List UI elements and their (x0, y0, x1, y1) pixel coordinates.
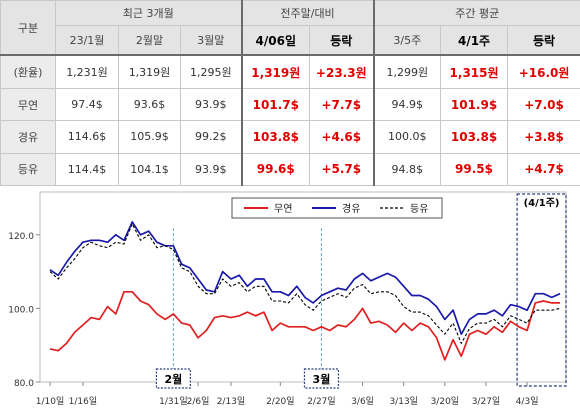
x-tick-label: 4/3일 (516, 396, 539, 407)
legend-box (231, 197, 443, 219)
table-cell: +5.7$ (309, 152, 375, 187)
table-cell: 1,299원 (372, 54, 442, 89)
table-cell: 93.9$ (179, 87, 243, 122)
month-label-box (303, 368, 340, 389)
sub-header: 2월말 (118, 25, 181, 56)
table-cell: 99.6$ (240, 152, 311, 187)
group-header-recent: 최근 3개월 (54, 0, 243, 27)
table-cell: 1,315원 (440, 54, 509, 89)
week-highlight-box (516, 193, 567, 387)
x-tick-label: 2/13일 (217, 396, 246, 407)
y-tick-label: 80.0 (14, 379, 34, 389)
table-cell: 93.9$ (179, 152, 243, 187)
table-cell: 99.5$ (440, 152, 509, 187)
table-row: 경유 114.6$ 105.9$ 99.2$ 103.8$ +4.6$ 100.… (0, 120, 580, 154)
row-label: 등유 (0, 152, 56, 187)
sub-header: 4/1주 (440, 25, 509, 56)
table-cell: +4.7$ (507, 152, 580, 187)
x-tick-label: 3/20일 (431, 396, 460, 407)
table-cell: +16.0원 (507, 54, 580, 89)
sub-header: 23/1월 (55, 25, 119, 56)
table-cell: 1,295원 (179, 54, 243, 89)
table-cell: 114.4$ (55, 152, 119, 187)
col-label: 구분 (0, 0, 56, 56)
y-tick-label: 100.0 (8, 305, 34, 315)
table-cell: 94.9$ (372, 87, 442, 122)
table-cell: +3.8$ (507, 120, 580, 154)
table-cell: 101.7$ (240, 87, 311, 122)
legend-label: 무연 (274, 203, 292, 215)
row-label: (환율) (0, 54, 56, 89)
table-cell: 1,319원 (118, 54, 181, 89)
x-tick-label: 1/16일 (69, 396, 98, 407)
x-tick-label: 3/13일 (389, 396, 418, 407)
table-row: 무연 97.4$ 93.6$ 93.9$ 101.7$ +7.7$ 94.9$ … (0, 87, 580, 122)
x-tick-label: 1/10일 (36, 396, 65, 407)
legend-label: 등유 (410, 203, 428, 215)
month-label-box (155, 368, 191, 389)
x-tick-label: 2/6일 (187, 396, 210, 407)
x-tick-label: 3/6일 (351, 396, 374, 407)
table-cell: 1,231원 (55, 54, 119, 89)
table-cell: +7.0$ (507, 87, 580, 122)
month-label: 2월 (164, 372, 182, 386)
table-cell: 103.8$ (240, 120, 311, 154)
table-row: 등유 114.4$ 104.1$ 93.9$ 99.6$ +5.7$ 94.8$… (0, 152, 580, 187)
table-cell: 114.6$ (55, 120, 119, 154)
sub-header: 3월말 (179, 25, 243, 56)
table-cell: 101.9$ (440, 87, 509, 122)
sub-header: 3/5주 (372, 25, 442, 56)
table-cell: 103.8$ (440, 120, 509, 154)
price-line-chart: 80.0 100.0 120.0 1/10일 1/16일 1/31일 2/6일 2/13일 2/… (8, 191, 567, 407)
plot-area (39, 191, 567, 383)
group-header-weekly-avg: 주간 평균 (372, 0, 580, 27)
sub-header: 등락 (507, 25, 580, 56)
table-cell: +7.7$ (309, 87, 375, 122)
group-header-week-compare: 전주말/대비 (240, 0, 375, 27)
x-tick-label: 1/31일 (159, 396, 188, 407)
series-line-1 (49, 290, 560, 361)
table-row: (환율) 1,231원 1,319원 1,295원 1,319원 +23.3원 … (0, 54, 580, 89)
table-cell: 94.8$ (372, 152, 442, 187)
x-tick-label: 2/27일 (307, 396, 336, 407)
series-line-3 (49, 223, 561, 344)
row-label: 경유 (0, 120, 56, 154)
week-highlight-label: (4/1주) (524, 197, 560, 209)
x-tick-label: 3/27일 (472, 396, 501, 407)
price-table: 구분 최근 3개월 전주말/대비 주간 평균 23/1월 2월말 3월말 4/0… (0, 0, 580, 187)
table-cell: 100.0$ (372, 120, 442, 154)
legend-label: 경유 (342, 202, 360, 215)
series-line-2 (49, 221, 561, 336)
y-tick-label: 120.0 (8, 232, 34, 242)
sub-header: 등락 (309, 25, 375, 56)
table-cell: +23.3원 (309, 54, 375, 89)
table-cell: 97.4$ (55, 87, 119, 122)
x-tick-label: 2/20일 (266, 396, 295, 407)
row-label: 무연 (0, 87, 56, 122)
table-cell: 93.6$ (118, 87, 181, 122)
sub-header: 4/06일 (240, 25, 311, 56)
table-cell: +4.6$ (309, 120, 375, 154)
table-cell: 104.1$ (118, 152, 181, 187)
month-label: 3월 (313, 372, 331, 386)
table-cell: 1,319원 (240, 54, 311, 89)
table-cell: 99.2$ (179, 120, 243, 154)
table-cell: 105.9$ (118, 120, 181, 154)
